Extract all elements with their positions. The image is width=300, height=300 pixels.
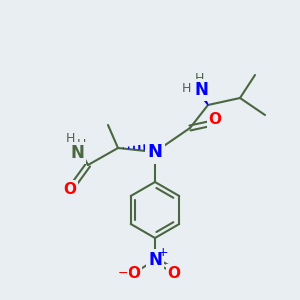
Text: +: + <box>158 247 168 260</box>
Polygon shape <box>197 89 208 105</box>
Text: O: O <box>208 112 221 128</box>
Text: N: N <box>194 81 208 99</box>
Text: N: N <box>148 251 162 269</box>
Text: O: O <box>167 266 181 280</box>
Text: H: H <box>182 82 191 94</box>
Text: O: O <box>128 266 140 280</box>
Text: −: − <box>118 266 128 280</box>
Text: N: N <box>148 143 163 161</box>
Text: H: H <box>194 71 204 85</box>
Text: H: H <box>65 131 75 145</box>
Text: N: N <box>70 144 84 162</box>
Text: H: H <box>77 137 86 151</box>
Text: O: O <box>64 182 76 196</box>
